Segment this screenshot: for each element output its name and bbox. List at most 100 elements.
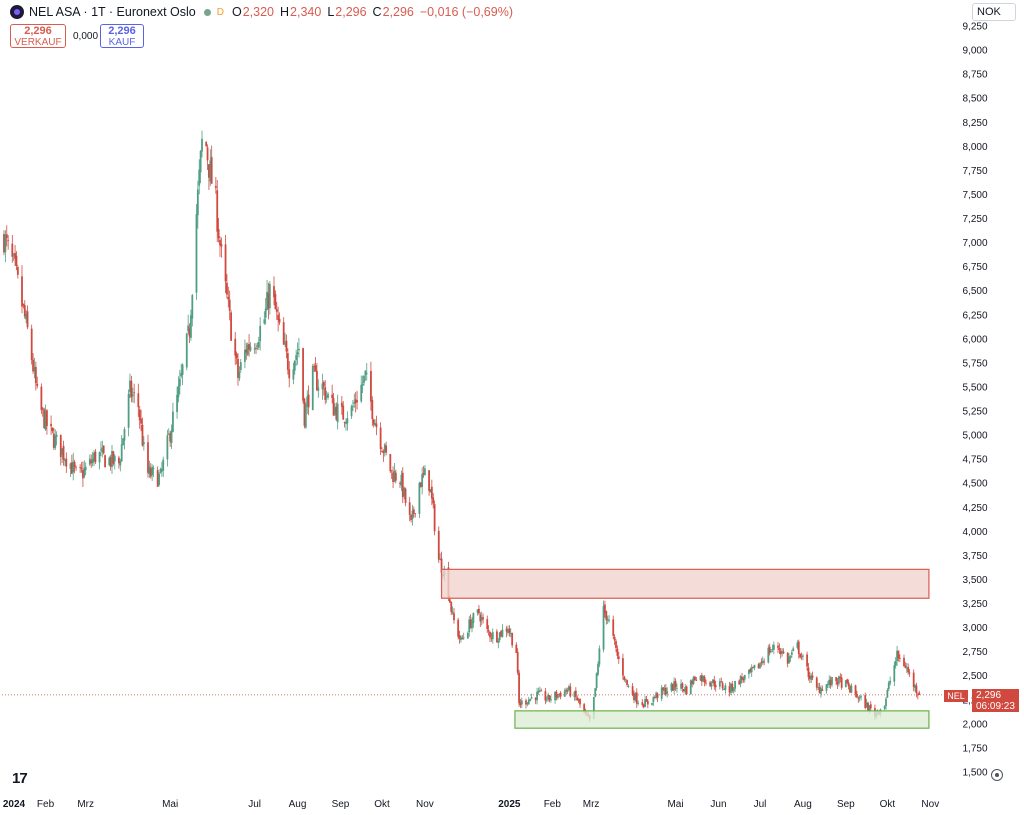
candle-body (414, 513, 417, 514)
candle-body (666, 691, 669, 694)
candle-body (26, 311, 29, 328)
candle-body (201, 138, 203, 152)
candle-body (598, 648, 601, 665)
candle-body (79, 467, 82, 468)
candle-body (846, 679, 849, 683)
candle-body (220, 243, 223, 247)
candle-body (652, 696, 655, 703)
candle-body (684, 687, 687, 692)
tradingview-logo-icon[interactable]: 17 (12, 770, 28, 787)
y-axis-tick-label: 4,500 (962, 479, 987, 490)
candle-body (59, 434, 62, 458)
candle-body (548, 695, 551, 701)
candle-body (91, 458, 94, 464)
candle-body (682, 689, 685, 692)
candle-body (555, 691, 558, 698)
candle-body (904, 665, 907, 668)
candle-body (749, 668, 752, 672)
y-axis-tick-label: 2,000 (962, 719, 987, 730)
candle-body (653, 697, 656, 699)
low-key: L (327, 5, 335, 19)
candle-body (54, 435, 57, 448)
candle-body (680, 683, 682, 689)
candle-body (122, 438, 124, 446)
candle-body (219, 239, 221, 246)
candle-body (554, 692, 556, 701)
candle-body (41, 408, 44, 409)
y-axis-tick-label: 7,250 (962, 214, 987, 225)
currency-selector[interactable]: NOK (972, 3, 1016, 21)
candle-body (428, 470, 430, 491)
candle-body (839, 676, 842, 679)
candle-body (109, 457, 112, 467)
candle-body (100, 449, 102, 451)
candle-body (788, 657, 790, 663)
candle-body (857, 698, 860, 700)
candle-body (663, 688, 666, 691)
candle-body (226, 282, 228, 295)
y-axis-tick-label: 5,500 (962, 382, 987, 393)
candle-body (439, 559, 442, 561)
buy-button[interactable]: 2,296 KAUF (100, 24, 144, 48)
candle-body (496, 631, 498, 642)
y-axis-tick-label: 3,500 (962, 575, 987, 586)
candle-body (530, 697, 533, 699)
candle-body (671, 683, 674, 691)
candle-body (83, 468, 86, 477)
candle-body (130, 380, 133, 398)
settings-gear-icon[interactable] (991, 769, 1003, 781)
candle-body (592, 696, 595, 719)
candle-body (234, 338, 237, 356)
candle-body (120, 444, 123, 462)
candle-body (249, 346, 252, 351)
high-value: 2,340 (290, 5, 322, 19)
candle-body (912, 672, 915, 687)
candle-body (651, 702, 653, 705)
candle-body (296, 352, 299, 355)
candle-body (75, 467, 77, 469)
symbol-title[interactable]: NEL ASA · 1T · Euronext Oslo (29, 5, 196, 19)
candle-body (915, 685, 918, 694)
candle-body (195, 214, 198, 293)
candle-body (244, 349, 246, 362)
candle-body (566, 689, 569, 693)
candle-body (16, 267, 19, 275)
candle-body (167, 433, 170, 435)
candle-body (767, 647, 770, 663)
candle-body (702, 676, 705, 682)
candle-body (4, 234, 7, 253)
candle-body (408, 502, 411, 515)
candle-body (158, 473, 160, 485)
candle-body (480, 616, 483, 621)
sell-button[interactable]: 2,296 VERKAUF (10, 24, 66, 48)
candle-body (293, 360, 296, 371)
candle-body (491, 632, 494, 640)
candle-body (660, 687, 663, 699)
candle-body (268, 283, 271, 309)
candle-body (606, 619, 609, 621)
y-axis-tick-label: 7,750 (962, 166, 987, 177)
candle-body (343, 422, 346, 423)
candle-body (245, 349, 248, 353)
candle-body (885, 698, 887, 707)
x-axis-tick-label: 2025 (498, 799, 521, 810)
candle-body (703, 676, 706, 683)
candle-body (274, 294, 277, 310)
x-axis-tick-label: Nov (416, 799, 434, 810)
candle-body (422, 473, 425, 475)
candle-body (509, 632, 512, 634)
candle-body (889, 680, 892, 684)
candle-body (374, 423, 376, 426)
candle-body (40, 386, 43, 411)
candle-body (214, 186, 217, 188)
candle-body (84, 466, 87, 471)
x-axis-tick-label: Mai (667, 799, 683, 810)
y-axis-tick-label: 4,250 (962, 503, 987, 514)
candle-body (111, 451, 113, 468)
y-axis-tick-label: 4,000 (962, 527, 987, 538)
candle-body (705, 682, 707, 684)
y-axis-tick-label: 6,250 (962, 310, 987, 321)
candle-body (540, 690, 543, 692)
candle-body (321, 383, 324, 390)
